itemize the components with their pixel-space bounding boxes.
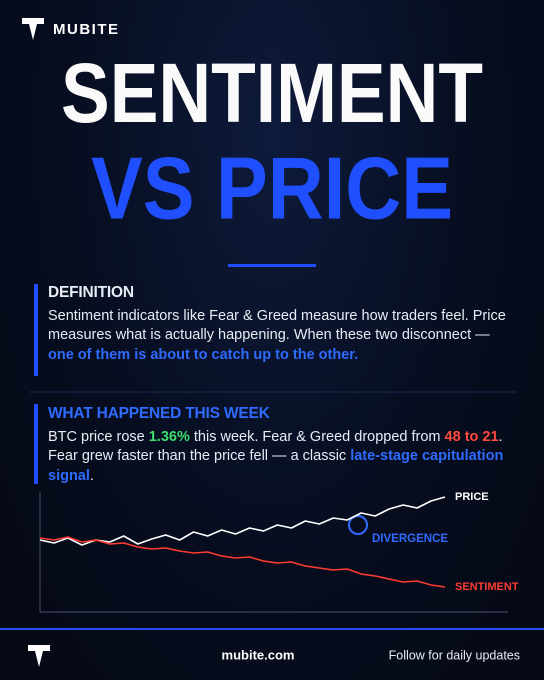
highlight: one of them is about to catch up to the … [48,346,359,363]
title-line-2: VS PRICE [91,138,453,237]
text: Sentiment indicators like Fear & Greed m… [48,307,506,344]
series-line [39,536,446,588]
brand: MUBITE [53,21,120,38]
annotation: DIVERGENCE [372,533,448,545]
divergence-marker [348,515,368,535]
logo [22,18,44,40]
text: BTC price rose [48,428,149,445]
accent-bar [34,404,38,484]
section-heading: DEFINITION [48,284,134,301]
title-line-1: SENTIMENT [61,46,483,140]
highlight: 1.36% [148,428,190,445]
text: this week. Fear & Greed dropped from [189,428,445,445]
paragraph: BTC price rose 1.36% this week. Fear & G… [48,428,518,487]
highlight: late-stage capitulation signal [48,448,504,484]
accent-bar [34,284,38,376]
paragraph: Sentiment indicators like Fear & Greed m… [48,307,518,366]
series-label: SENTIMENT [455,581,519,593]
definition: DEFINITION Sentiment indicators like Fea… [48,283,518,365]
footer-logo [28,645,50,667]
footer-site: mubite.com [222,647,295,662]
text: . [89,467,94,484]
series-label: PRICE [455,491,489,503]
week: WHAT HAPPENED THIS WEEK BTC price rose 1… [48,404,518,486]
footer-cta: Follow for daily updates [389,648,520,662]
text: . Fear grew faster than the price fell —… [48,428,503,465]
section-heading: WHAT HAPPENED THIS WEEK [48,405,270,422]
highlight: 48 to 21 [444,428,499,445]
underline [228,264,316,267]
series-line [39,496,446,546]
